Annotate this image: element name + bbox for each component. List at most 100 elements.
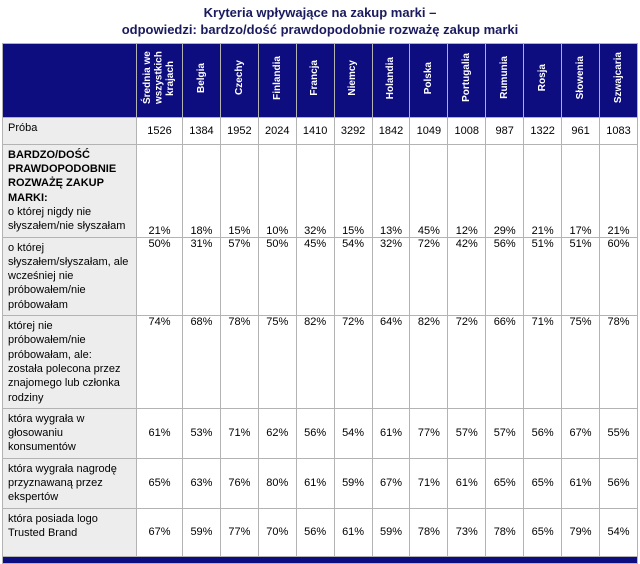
value-cell: 50% (257, 236, 297, 317)
value-cell: 1322 (523, 116, 563, 145)
value-cell: 61% (136, 407, 183, 459)
value-cell: 73% (447, 507, 487, 557)
value-cell: 2024 (257, 116, 297, 145)
column-header-label: Średnia we wszystkich krajach (142, 51, 177, 105)
value-cell: 63% (182, 457, 221, 509)
column-header-label: Polska (423, 61, 435, 94)
page-title-line1: Kryteria wpływające na zakup marki – (203, 5, 437, 20)
corner-cell (2, 42, 137, 118)
row-label: BARDZO/DOŚĆ PRAWDOPODOBNIE ROZWAŻĘ ZAKUP… (2, 143, 137, 238)
value-cell: 54% (333, 407, 373, 459)
value-cell: 42% (447, 236, 487, 317)
column-header-3: Finlandia (257, 42, 297, 118)
value-cell: 71% (409, 457, 449, 509)
value-cell: 67% (371, 457, 411, 509)
value-cell: 64% (371, 315, 411, 409)
value-cell: 59% (333, 457, 373, 509)
row-label-text: której nie próbowałem/nie próbowałam, al… (8, 320, 121, 404)
value-cell: 32% (295, 143, 335, 238)
value-cell: 59% (371, 507, 411, 557)
column-header-label: Czechy (233, 60, 245, 96)
value-cell: 62% (257, 407, 297, 459)
criteria-table: Średnia we wszystkich krajach Belgia Czech… (2, 42, 639, 564)
value-cell: 56% (523, 407, 563, 459)
value-cell: 75% (561, 315, 600, 409)
value-cell: 45% (295, 236, 335, 317)
value-cell: 66% (485, 315, 525, 409)
value-cell: 1842 (371, 116, 411, 145)
value-cell: 72% (447, 315, 487, 409)
column-header-10: Rosja (523, 42, 563, 118)
value-cell: 54% (598, 507, 639, 557)
value-cell: 78% (409, 507, 449, 557)
value-cell: 31% (182, 236, 221, 317)
value-cell: 61% (333, 507, 373, 557)
page-title-line2: odpowiedzi: bardzo/dość prawdopodobnie r… (121, 21, 519, 37)
value-cell: 987 (485, 116, 525, 145)
value-cell: 77% (409, 407, 449, 459)
column-header-label: Niemcy (347, 59, 359, 96)
value-cell: 65% (485, 457, 525, 509)
value-cell: 68% (182, 315, 221, 409)
value-cell: 75% (257, 315, 297, 409)
column-header-7: Polska (409, 42, 449, 118)
value-cell: 1008 (447, 116, 487, 145)
table-header: Średnia we wszystkich krajach Belgia Czech… (2, 42, 639, 118)
value-cell: 29% (485, 143, 525, 238)
value-cell: 57% (219, 236, 259, 317)
value-cell: 21% (523, 143, 563, 238)
value-cell: 21% (598, 143, 639, 238)
column-header-label: Słowenia (574, 56, 586, 100)
row-label: która wygrała w głosowaniu konsumentów (2, 407, 137, 459)
value-cell: 1049 (409, 116, 449, 145)
value-cell: 53% (182, 407, 221, 459)
value-cell: 74% (136, 315, 183, 409)
value-cell: 71% (219, 407, 259, 459)
row-label-text: która wygrała w głosowaniu konsumentów (8, 412, 85, 454)
value-cell: 56% (485, 236, 525, 317)
value-cell: 1083 (598, 116, 639, 145)
value-cell: 51% (523, 236, 563, 317)
table-body: Próba 1526 1384 1952 2024 1410 3292 1842 1049 100… (2, 116, 639, 564)
row-label-text: o której nigdy nie słyszałem/nie słyszał… (8, 205, 126, 233)
value-cell: 72% (409, 236, 449, 317)
value-cell: 61% (447, 457, 487, 509)
value-cell: 71% (523, 315, 563, 409)
value-cell: 67% (136, 507, 183, 557)
column-header-0: Średnia we wszystkich krajach (136, 42, 183, 118)
value-cell: 1952 (219, 116, 259, 145)
value-cell: 55% (598, 407, 639, 459)
value-cell: 79% (561, 507, 600, 557)
column-header-label: Szwajcaria (612, 52, 624, 104)
value-cell: 70% (257, 507, 297, 557)
column-header-5: Niemcy (333, 42, 373, 118)
value-cell: 82% (295, 315, 335, 409)
row-label-text: która wygrała nagrodę przyznawaną przez … (8, 462, 117, 504)
value-cell: 61% (561, 457, 600, 509)
value-cell: 13% (371, 143, 411, 238)
value-cell: 56% (295, 407, 335, 459)
column-header-label: Portugalia (461, 53, 473, 103)
value-cell: 72% (333, 315, 373, 409)
table-row: która wygrała w głosowaniu konsumentów 61… (2, 407, 639, 459)
value-cell: 3292 (333, 116, 373, 145)
section-header: BARDZO/DOŚĆ PRAWDOPODOBNIE ROZWAŻĘ ZAKUP… (8, 148, 117, 204)
row-label: Próba (2, 116, 137, 145)
column-header-label: Finlandia (271, 55, 283, 100)
value-cell: 61% (371, 407, 411, 459)
row-label-text: która posiada logo Trusted Brand (8, 512, 98, 539)
column-header-12: Szwajcaria (598, 42, 639, 118)
table-row: która wygrała nagrodę przyznawaną przez … (2, 457, 639, 509)
value-cell: 1384 (182, 116, 221, 145)
header-row: Średnia we wszystkich krajach Belgia Czech… (2, 42, 639, 118)
column-header-4: Francja (295, 42, 335, 118)
row-label: która wygrała nagrodę przyznawaną przez … (2, 457, 137, 509)
column-header-label: Francja (309, 59, 321, 96)
value-cell: 21% (136, 143, 183, 238)
value-cell: 59% (182, 507, 221, 557)
value-cell: 76% (219, 457, 259, 509)
value-cell: 1526 (136, 116, 183, 145)
value-cell: 65% (523, 507, 563, 557)
value-cell: 51% (561, 236, 600, 317)
value-cell: 67% (561, 407, 600, 459)
